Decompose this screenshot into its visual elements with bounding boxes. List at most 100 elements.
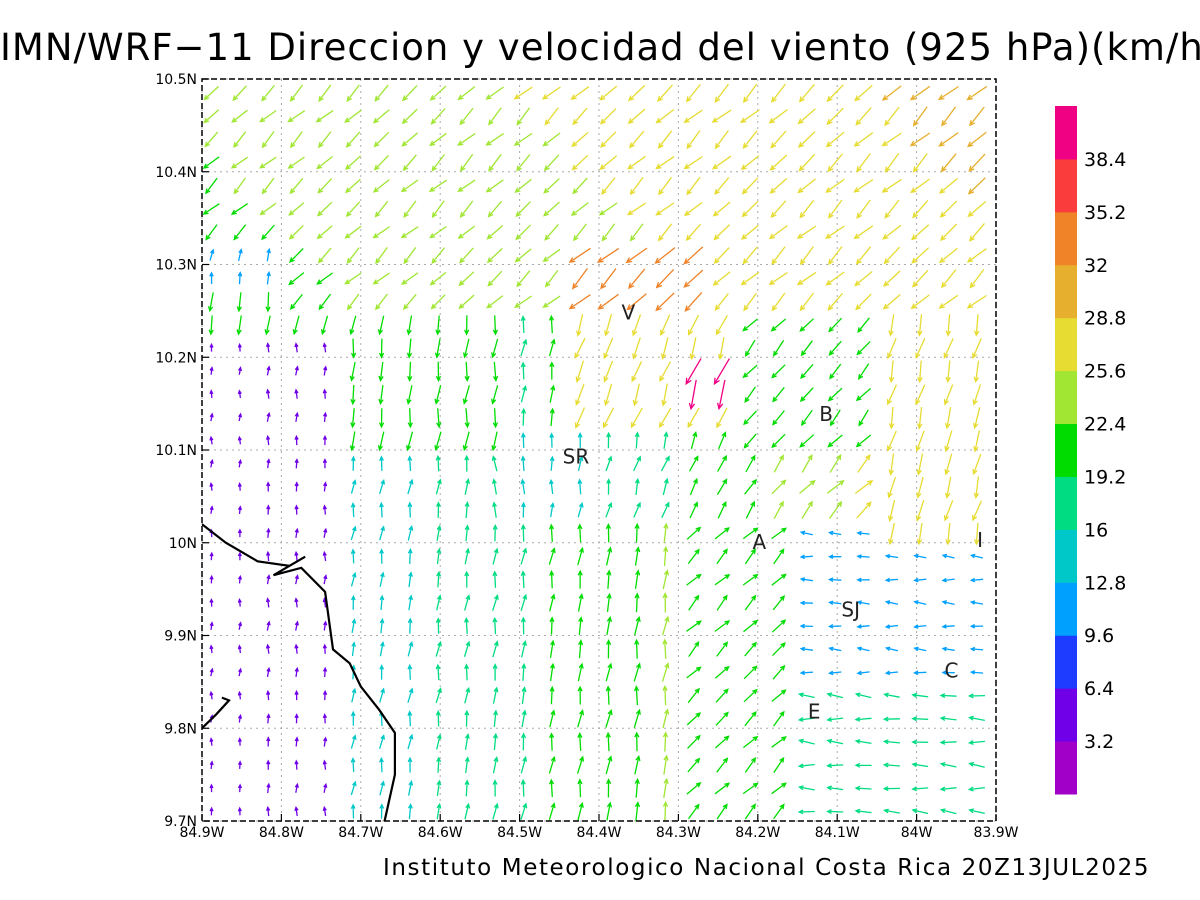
wind-vector: [379, 803, 385, 819]
wind-vector: [887, 499, 896, 523]
wind-vector: [913, 553, 927, 559]
wind-vector: [259, 156, 277, 169]
wind-vector: [458, 294, 475, 310]
wind-vector: [655, 202, 675, 216]
wind-vector: [379, 641, 385, 657]
wind-vector: [349, 361, 356, 382]
wind-vector: [265, 434, 271, 446]
wind-vector: [742, 364, 758, 379]
wind-vector: [797, 809, 815, 815]
wind-vector: [799, 479, 816, 494]
wind-vector: [973, 430, 981, 453]
wind-vector: [714, 620, 731, 632]
wind-vector: [854, 762, 872, 768]
wind-vector: [492, 802, 499, 820]
wind-vector: [745, 454, 756, 473]
wind-vector: [940, 269, 957, 289]
wind-vector: [322, 805, 327, 817]
wind-vector: [401, 108, 418, 125]
wind-vector: [655, 156, 675, 170]
wind-vector: [743, 688, 758, 703]
wind-vector: [744, 594, 757, 611]
wind-vector: [323, 736, 328, 747]
wind-vector: [237, 271, 243, 285]
wind-vector: [884, 153, 900, 173]
wind-vector: [209, 737, 214, 746]
wind-vector: [770, 130, 787, 149]
wind-vector: [716, 548, 728, 565]
wind-vector: [797, 716, 815, 722]
wind-vector: [828, 500, 843, 519]
wind-vector: [799, 577, 813, 582]
wind-vector: [799, 670, 813, 676]
wind-vector: [317, 131, 332, 149]
wind-vector: [684, 291, 703, 312]
wind-vector: [596, 247, 620, 263]
wind-vector: [714, 782, 731, 795]
wind-vector: [945, 522, 951, 546]
wind-vector: [888, 406, 895, 430]
wind-vector: [853, 225, 874, 240]
wind-vector: [491, 455, 498, 472]
wind-vector: [209, 760, 214, 769]
wind-vector: [718, 337, 725, 361]
wind-vector: [464, 547, 470, 565]
wind-vector: [941, 600, 955, 606]
wind-vector: [434, 385, 442, 405]
wind-vector: [230, 156, 249, 169]
wind-vector: [600, 131, 617, 148]
wind-vector: [913, 624, 927, 629]
colorbar-label: 6.4: [1084, 678, 1114, 700]
wind-vector: [203, 109, 220, 124]
wind-vector: [289, 177, 304, 195]
wind-vector: [318, 84, 332, 103]
wind-vector: [344, 109, 362, 123]
wind-vector: [716, 478, 728, 496]
wind-vector: [917, 360, 923, 384]
wind-vector: [856, 530, 870, 536]
wind-vector: [374, 200, 389, 218]
wind-vector: [288, 224, 304, 240]
wind-vector: [485, 86, 504, 100]
wind-vector: [209, 667, 214, 677]
wind-vector: [856, 153, 871, 173]
wind-vector: [658, 176, 673, 196]
wind-vector: [716, 379, 726, 411]
wind-vector: [322, 689, 328, 701]
wind-vector: [826, 738, 844, 745]
wind-vector: [289, 293, 303, 310]
wind-vector: [236, 315, 242, 336]
wind-vector: [209, 505, 214, 514]
wind-vector: [655, 292, 675, 312]
wind-vector: [742, 130, 758, 150]
wind-vector: [374, 84, 389, 102]
y-tick-label: 10N: [169, 536, 197, 552]
wind-vector: [349, 431, 356, 452]
wind-vector: [491, 385, 499, 405]
wind-vector: [464, 709, 470, 727]
wind-vector: [207, 292, 214, 313]
wind-vector: [798, 738, 815, 745]
wind-vector: [430, 294, 446, 310]
wind-vector: [627, 155, 646, 170]
wind-vector: [294, 782, 299, 793]
wind-vector: [662, 684, 668, 706]
wind-vector: [578, 639, 584, 659]
wind-vector: [604, 314, 613, 337]
wind-vector: [568, 294, 591, 310]
wind-vector: [939, 808, 957, 815]
wind-vector: [375, 247, 388, 265]
wind-vector: [798, 83, 815, 103]
wind-vector: [911, 692, 929, 698]
wind-vector: [660, 455, 670, 472]
wind-vector: [378, 408, 385, 429]
wind-vector: [266, 782, 271, 793]
wind-vector: [457, 133, 476, 146]
wind-vector: [265, 689, 271, 701]
wind-vector: [315, 110, 334, 123]
wind-vector: [544, 107, 559, 126]
wind-vector: [350, 780, 357, 796]
colorbar-label: 3.2: [1084, 731, 1114, 753]
wind-vector: [294, 643, 299, 654]
wind-vector: [464, 501, 470, 519]
